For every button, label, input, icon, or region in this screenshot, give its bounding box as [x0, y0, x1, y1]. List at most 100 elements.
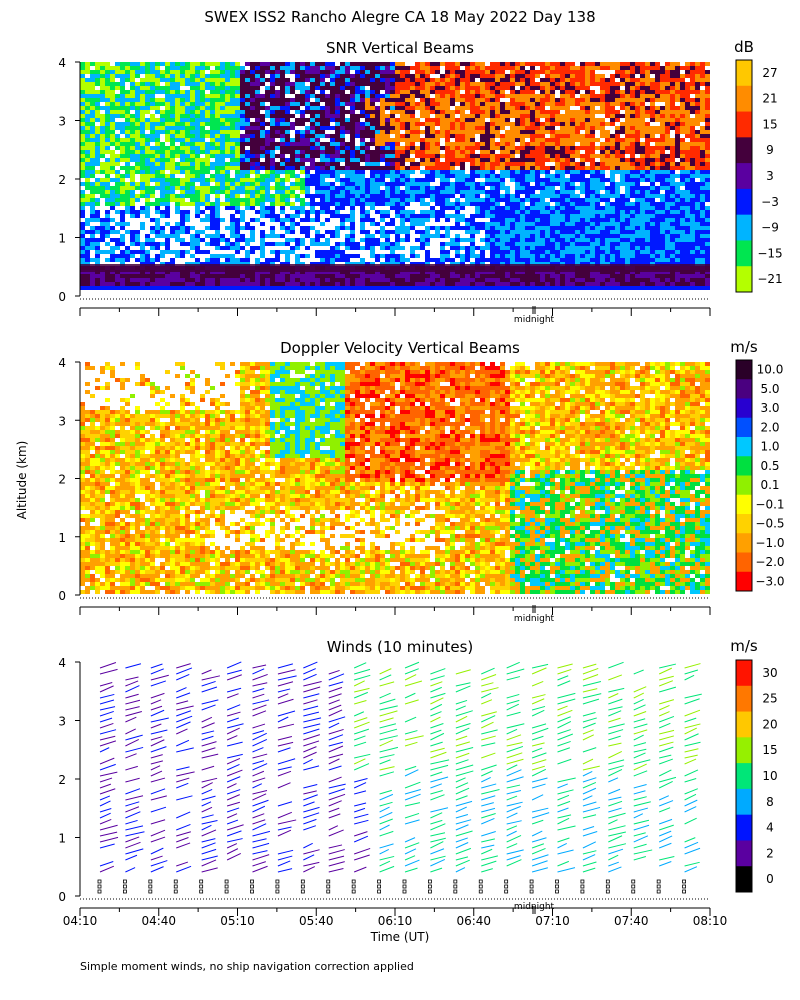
- snr-cell: [170, 98, 175, 102]
- snr-cell: [290, 246, 295, 250]
- snr-cell: [240, 142, 245, 146]
- snr-cell: [200, 202, 205, 206]
- snr-cell: [105, 66, 110, 70]
- snr-cell: [395, 170, 400, 174]
- snr-cell: [125, 274, 130, 278]
- snr-cell: [410, 102, 415, 106]
- snr-cell: [155, 274, 160, 278]
- snr-cell: [265, 186, 270, 190]
- snr-cell: [375, 146, 380, 150]
- snr-cell: [540, 274, 545, 278]
- snr-cell: [255, 198, 260, 202]
- snr-cell: [475, 274, 480, 278]
- snr-cell: [330, 142, 335, 146]
- snr-cell: [150, 74, 155, 78]
- snr-cell: [230, 274, 235, 278]
- snr-cell: [95, 170, 100, 174]
- snr-cell: [340, 78, 345, 82]
- snr-cell: [440, 210, 445, 214]
- snr-cell: [170, 146, 175, 150]
- snr-cell: [95, 238, 100, 242]
- snr-cell: [350, 122, 355, 126]
- snr-cell: [530, 274, 535, 278]
- snr-cell: [480, 206, 485, 210]
- snr-cell: [405, 66, 410, 70]
- snr-cell: [265, 86, 270, 90]
- snr-cell: [465, 82, 470, 86]
- snr-cell: [510, 106, 515, 110]
- snr-cell: [380, 190, 385, 194]
- snr-cell: [385, 82, 390, 86]
- snr-cell: [155, 258, 160, 262]
- snr-cell: [185, 106, 190, 110]
- snr-cell: [130, 250, 135, 254]
- snr-cell: [380, 158, 385, 162]
- snr-cell: [580, 126, 585, 130]
- snr-cell: [195, 66, 200, 70]
- snr-cell: [505, 110, 510, 114]
- snr-cell: [320, 98, 325, 102]
- snr-cell: [90, 234, 95, 238]
- snr-cell: [125, 174, 130, 178]
- snr-cell: [445, 274, 450, 278]
- snr-cell: [535, 174, 540, 178]
- snr-cell: [205, 178, 210, 182]
- snr-cell: [545, 202, 550, 206]
- snr-cell: [185, 282, 190, 286]
- snr-cell: [425, 218, 430, 222]
- snr-cell: [360, 70, 365, 74]
- snr-cell: [295, 82, 300, 86]
- snr-cell: [430, 214, 435, 218]
- snr-cell: [95, 274, 100, 278]
- snr-cell: [230, 74, 235, 78]
- snr-cell: [555, 170, 560, 174]
- snr-cell: [270, 194, 275, 198]
- snr-cell: [115, 174, 120, 178]
- snr-cell: [305, 254, 310, 258]
- snr-cell: [340, 134, 345, 138]
- snr-cell: [335, 142, 340, 146]
- snr-cell: [180, 254, 185, 258]
- snr-cell: [565, 110, 570, 114]
- snr-cell: [355, 274, 360, 278]
- snr-cell: [375, 198, 380, 202]
- snr-cell: [340, 182, 345, 186]
- snr-cell: [355, 254, 360, 258]
- snr-cell: [565, 250, 570, 254]
- snr-cell: [370, 90, 375, 94]
- snr-cell: [550, 210, 555, 214]
- snr-cell: [280, 74, 285, 78]
- snr-cell: [250, 142, 255, 146]
- snr-cell: [330, 286, 335, 290]
- snr-cell: [85, 182, 90, 186]
- snr-cell: [90, 166, 95, 170]
- snr-cell: [345, 122, 350, 126]
- snr-cell: [500, 158, 505, 162]
- snr-cell: [190, 234, 195, 238]
- snr-cell: [150, 202, 155, 206]
- snr-cell: [570, 246, 575, 250]
- snr-cell: [310, 94, 315, 98]
- snr-cell: [485, 190, 490, 194]
- snr-cell: [370, 238, 375, 242]
- snr-cell: [410, 198, 415, 202]
- snr-cell: [540, 226, 545, 230]
- snr-cell: [145, 134, 150, 138]
- snr-cell: [440, 130, 445, 134]
- snr-cell: [190, 174, 195, 178]
- snr-cell: [570, 174, 575, 178]
- snr-cell: [405, 174, 410, 178]
- snr-cell: [480, 198, 485, 202]
- snr-cell: [415, 182, 420, 186]
- snr-cell: [325, 86, 330, 90]
- snr-cell: [155, 150, 160, 154]
- snr-cell: [100, 226, 105, 230]
- snr-cell: [285, 230, 290, 234]
- snr-cell: [290, 86, 295, 90]
- snr-cell: [350, 102, 355, 106]
- snr-cell: [115, 238, 120, 242]
- snr-cell: [310, 106, 315, 110]
- snr-cell: [300, 282, 305, 286]
- snr-cell: [485, 234, 490, 238]
- snr-cell: [270, 94, 275, 98]
